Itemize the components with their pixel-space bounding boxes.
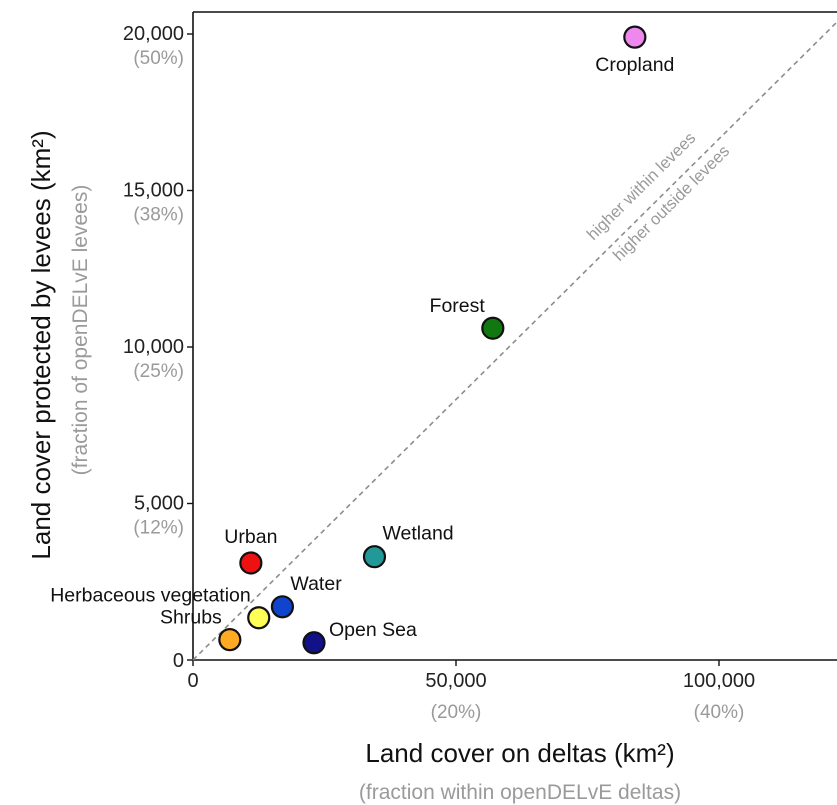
x-tick-sublabel: (40%): [694, 702, 745, 723]
point-label-open-sea: Open Sea: [329, 619, 417, 641]
x-axis-title: Land cover on deltas (km²): [365, 738, 674, 768]
point-label-urban: Urban: [224, 526, 277, 548]
point-wetland: [362, 545, 387, 569]
x-axis-subtitle: (fraction within openDELvE deltas): [359, 781, 681, 804]
y-tick-label: 5,000: [134, 493, 184, 515]
y-axis-title: Land cover protected by levees (km²): [26, 130, 56, 559]
x-tick-label: 50,000: [425, 670, 486, 692]
point-water: [270, 595, 295, 619]
axes: 0 50,000 (20%) 100,000 (40%) 0 5,000 (12%) 10,00…: [123, 11, 837, 723]
point-open-sea: [302, 631, 326, 655]
y-tick-label: 15,000: [123, 180, 184, 202]
point-label-herbaceous-vegetation: Herbaceous vegetation: [50, 585, 251, 607]
point-urban: [239, 551, 263, 575]
y-tick-label: 10,000: [123, 336, 184, 358]
point-forest: [481, 316, 505, 340]
x-tick-sublabel: (20%): [431, 702, 482, 723]
point-shrubs: [218, 628, 242, 652]
point-label-cropland: Cropland: [595, 54, 674, 76]
data-points: Cropland Forest Wetland Urban Water Herbaceou…: [50, 25, 674, 655]
y-tick-sublabel: (50%): [133, 48, 184, 69]
reference-line: [192, 21, 837, 661]
y-tick-sublabel: (25%): [133, 361, 184, 382]
y-tick-sublabel: (38%): [133, 205, 184, 226]
y-tick-label: 0: [173, 650, 184, 672]
y-axis-subtitle: (fraction of openDELvE levees): [69, 185, 92, 476]
point-label-wetland: Wetland: [382, 523, 453, 545]
point-cropland: [623, 25, 647, 49]
x-tick-label: 0: [187, 670, 198, 692]
point-label-water: Water: [290, 573, 342, 595]
point-label-forest: Forest: [430, 295, 486, 317]
point-herbaceous-vegetation: [247, 606, 271, 630]
point-label-shrubs: Shrubs: [160, 607, 222, 629]
y-tick-sublabel: (12%): [133, 518, 184, 539]
y-tick-label: 20,000: [123, 23, 184, 45]
x-tick-label: 100,000: [683, 670, 755, 692]
